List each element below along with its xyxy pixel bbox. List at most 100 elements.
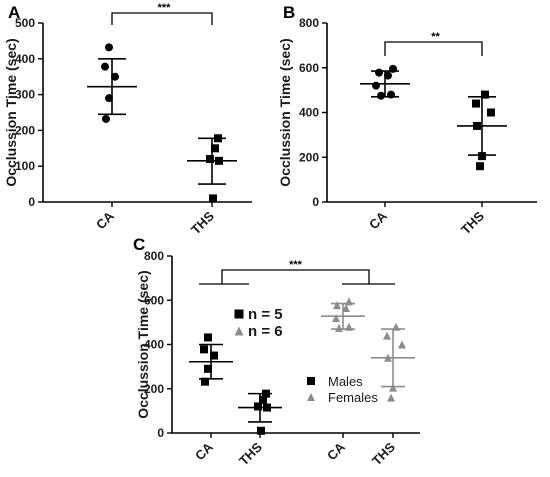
significance-label: *** xyxy=(289,259,303,271)
series-ca-2 xyxy=(321,297,365,332)
panel-a: A 0 100 200 300 400 500 Occlussion Time (sec) CA… xyxy=(3,2,252,237)
y-tick-label: 800 xyxy=(299,16,319,30)
y-tick-label: 0 xyxy=(28,195,35,209)
significance-label: ** xyxy=(431,31,440,43)
y-tick-label: 300 xyxy=(15,88,35,102)
data-point xyxy=(102,114,110,123)
panel-letter: C xyxy=(133,235,145,254)
data-point xyxy=(377,91,385,100)
significance-bracket xyxy=(221,269,370,284)
y-tick-label: 800 xyxy=(144,249,164,263)
data-point xyxy=(372,81,380,90)
y-tick-label: 100 xyxy=(15,159,35,173)
y-tick-label: 200 xyxy=(144,382,164,396)
y-tick-label: 400 xyxy=(144,338,164,352)
series-ths-1 xyxy=(238,389,282,435)
data-point xyxy=(387,90,395,99)
series-ca-0 xyxy=(189,333,233,386)
data-point xyxy=(214,134,222,143)
data-point xyxy=(204,364,212,373)
significance-bracket xyxy=(384,41,483,56)
y-axis-label: Occlussion Time (sec) xyxy=(277,38,293,186)
panel-letter: A xyxy=(8,3,20,22)
data-point xyxy=(101,62,109,71)
data-point xyxy=(259,395,267,404)
data-point xyxy=(383,331,391,340)
legend-text: Males xyxy=(328,374,363,389)
significance-bracket xyxy=(111,12,213,25)
y-tick-label: 600 xyxy=(299,61,319,75)
data-point xyxy=(392,322,400,331)
x-tick-label: CA xyxy=(366,208,390,232)
series-ths-3 xyxy=(371,322,415,402)
data-point xyxy=(206,155,214,164)
data-point xyxy=(342,303,350,312)
data-point xyxy=(211,144,219,153)
data-point xyxy=(257,426,265,435)
panel-c: C 0 200 400 600 800 Occlussion Time (sec) CA THS… xyxy=(133,235,420,468)
y-tick-label: 0 xyxy=(312,195,319,209)
data-point xyxy=(345,297,353,306)
data-point xyxy=(111,72,119,81)
data-point xyxy=(210,351,218,360)
n-label-marker xyxy=(234,326,244,336)
data-point xyxy=(384,71,392,80)
y-tick-label: 600 xyxy=(144,293,164,307)
data-point xyxy=(375,68,383,77)
data-point xyxy=(389,64,397,73)
data-point xyxy=(201,377,209,386)
series-ths-1 xyxy=(187,134,237,203)
y-tick-label: 200 xyxy=(15,123,35,137)
data-point xyxy=(335,323,343,332)
data-point xyxy=(215,156,223,165)
significance-label: *** xyxy=(158,2,172,14)
legend-marker xyxy=(307,393,315,401)
data-point xyxy=(254,402,262,411)
data-point xyxy=(209,194,217,203)
data-point xyxy=(262,389,270,398)
data-point xyxy=(387,393,395,402)
data-point xyxy=(398,340,406,349)
data-point xyxy=(200,345,208,354)
data-point xyxy=(472,99,480,108)
x-tick-label: THS xyxy=(458,208,487,237)
y-axis-label: Occlussion Time (sec) xyxy=(135,270,151,418)
series-ca-0 xyxy=(87,43,137,123)
data-point xyxy=(384,353,392,362)
x-tick-label: CA xyxy=(324,439,348,463)
data-point xyxy=(105,94,113,103)
data-point xyxy=(204,333,212,342)
series-ca-0 xyxy=(360,64,410,100)
data-point xyxy=(476,162,484,171)
legend-text: Females xyxy=(328,390,378,405)
data-point xyxy=(105,43,113,52)
data-point xyxy=(389,383,397,392)
data-point xyxy=(332,313,340,322)
data-point xyxy=(333,301,341,310)
y-tick-label: 400 xyxy=(15,52,35,66)
panel-b: B 0 200 400 600 800 Occlussion Time (sec) CA THS… xyxy=(277,3,537,237)
y-tick-label: 200 xyxy=(299,150,319,164)
x-tick-label: CA xyxy=(93,208,117,232)
data-point xyxy=(487,108,495,117)
y-tick-label: 400 xyxy=(299,106,319,120)
y-axis-label: Occlussion Time (sec) xyxy=(3,38,19,186)
x-tick-label: THS xyxy=(369,439,398,468)
n-label-marker xyxy=(234,309,244,319)
x-tick-label: CA xyxy=(192,439,216,463)
n-label-text: n = 5 xyxy=(248,306,283,323)
data-point xyxy=(263,403,271,412)
n-label-text: n = 6 xyxy=(248,323,283,340)
series-ths-1 xyxy=(457,90,507,171)
data-point xyxy=(345,322,353,331)
y-tick-label: 500 xyxy=(15,16,35,30)
y-tick-label: 0 xyxy=(157,426,164,440)
x-tick-label: THS xyxy=(188,208,217,237)
legend-marker xyxy=(307,377,315,385)
data-point xyxy=(473,121,481,130)
panel-letter: B xyxy=(283,3,295,22)
data-point xyxy=(478,152,486,161)
data-point xyxy=(481,90,489,99)
x-tick-label: THS xyxy=(236,439,265,468)
